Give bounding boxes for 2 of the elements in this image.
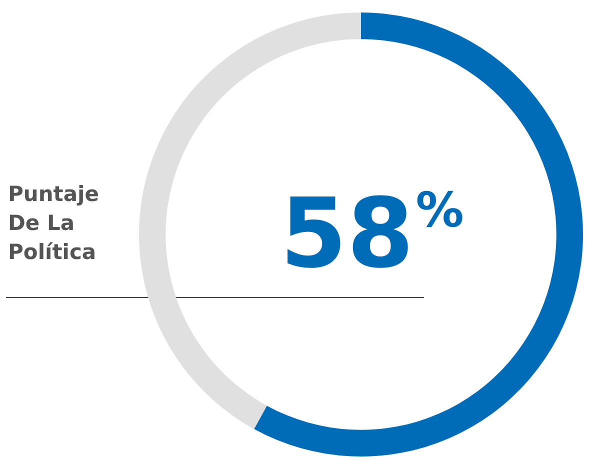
data-label: 58% xyxy=(280,178,464,290)
text: Puntaje De La Política xyxy=(8,181,100,266)
